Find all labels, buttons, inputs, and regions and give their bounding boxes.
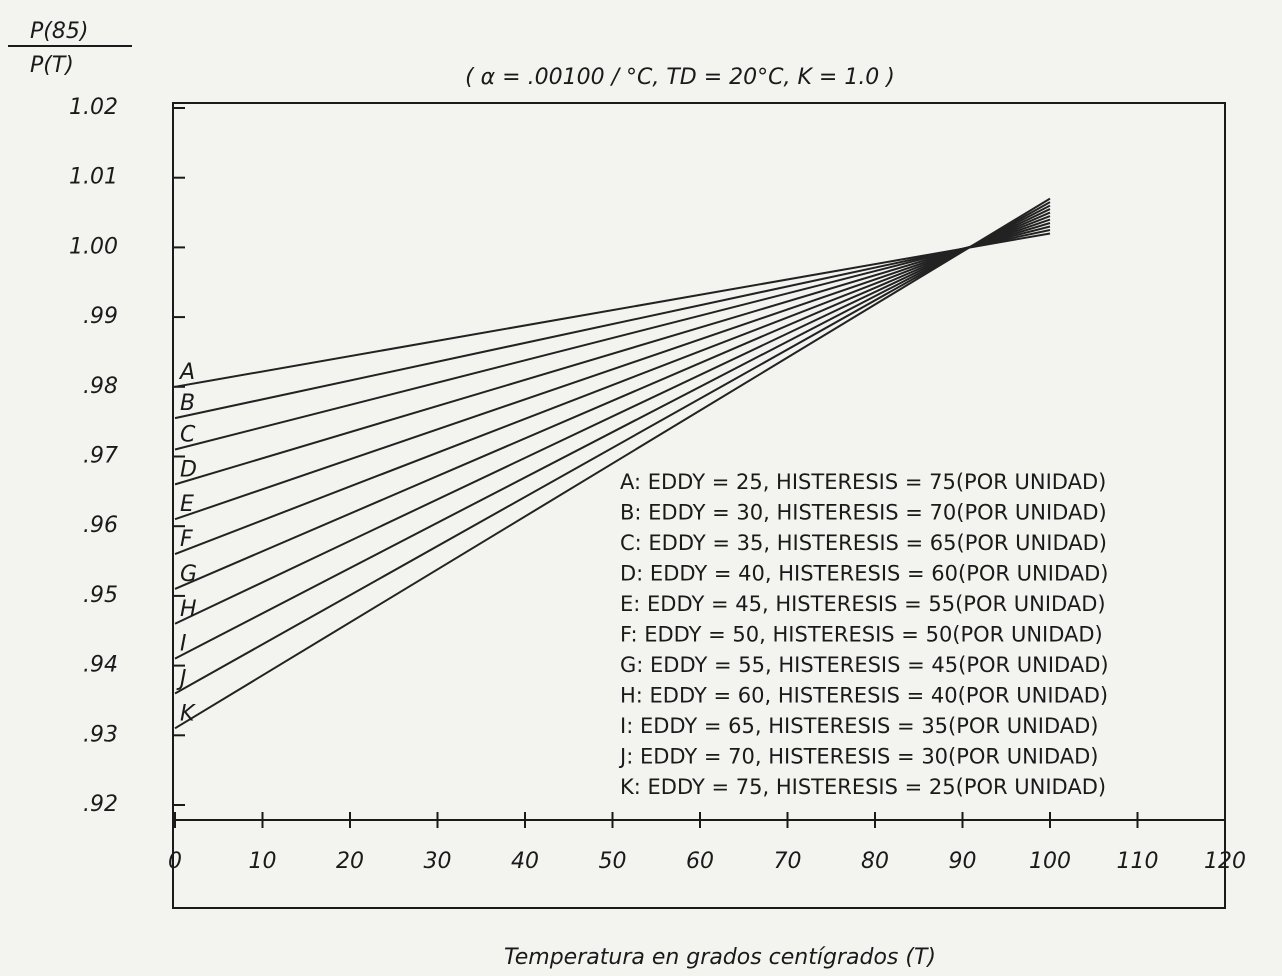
legend-note: C: EDDY = 35, HISTERESIS = 65(POR UNIDAD… — [620, 531, 1107, 555]
series-label: K — [180, 701, 196, 726]
series-label: H — [180, 597, 197, 622]
y-label-top: P(85) — [30, 19, 88, 44]
y-tick-label: 1.01 — [69, 165, 118, 190]
x-tick-label: 100 — [1029, 849, 1071, 874]
y-tick-label: .95 — [83, 583, 118, 608]
y-tick-label: 1.02 — [69, 95, 118, 120]
y-tick-label: .98 — [83, 374, 118, 399]
series-line — [174, 232, 1051, 388]
x-tick-label: 90 — [949, 849, 977, 874]
series-label: A — [178, 360, 195, 385]
series-label: G — [180, 562, 197, 587]
y-tick-label: .92 — [83, 792, 118, 817]
x-tick-label: 20 — [336, 849, 364, 874]
x-tick-label: 60 — [686, 849, 714, 874]
x-tick-label: 70 — [774, 849, 802, 874]
y-tick-label: .97 — [83, 444, 118, 469]
series-line — [174, 215, 1051, 556]
series-label: B — [180, 391, 195, 416]
y-tick-label: .94 — [83, 653, 118, 678]
x-tick-label: 10 — [249, 849, 277, 874]
legend-note: A: EDDY = 25, HISTERESIS = 75(POR UNIDAD… — [620, 470, 1106, 494]
chart-title: ( α = .00100 / °C, TD = 20°C, K = 1.0 ) — [465, 65, 895, 90]
series-label: C — [180, 423, 196, 448]
legend-note: D: EDDY = 40, HISTERESIS = 60(POR UNIDAD… — [620, 562, 1108, 586]
series-label: D — [180, 457, 197, 482]
series-line — [174, 197, 1051, 730]
legend-note: H: EDDY = 60, HISTERESIS = 40(POR UNIDAD… — [620, 684, 1108, 708]
x-tick-label: 0 — [168, 849, 182, 874]
series-label: J — [176, 666, 187, 691]
x-tick-label: 40 — [511, 849, 539, 874]
series-label: E — [180, 492, 194, 517]
legend-note: I: EDDY = 65, HISTERESIS = 35(POR UNIDAD… — [620, 714, 1099, 738]
series-line — [174, 225, 1051, 451]
x-tick-label: 50 — [599, 849, 627, 874]
series-line — [174, 204, 1051, 660]
y-tick-label: .99 — [83, 304, 118, 329]
y-tick-label: .96 — [83, 513, 118, 538]
legend-note: F: EDDY = 50, HISTERESIS = 50(POR UNIDAD… — [620, 623, 1103, 647]
legend-note: K: EDDY = 75, HISTERESIS = 25(POR UNIDAD… — [620, 775, 1106, 799]
series-label: F — [180, 527, 193, 552]
series-line — [174, 228, 1051, 420]
legend-note: J: EDDY = 70, HISTERESIS = 30(POR UNIDAD… — [618, 745, 1099, 769]
plot-frame — [172, 102, 1226, 909]
series-label: I — [180, 632, 187, 657]
series-line — [174, 208, 1051, 625]
y-tick-label: 1.00 — [69, 234, 118, 259]
x-tick-label: 110 — [1117, 849, 1159, 874]
legend-note: B: EDDY = 30, HISTERESIS = 70(POR UNIDAD… — [620, 501, 1107, 525]
x-tick-label: 30 — [424, 849, 452, 874]
legend-note: G: EDDY = 55, HISTERESIS = 45(POR UNIDAD… — [620, 653, 1109, 677]
x-tick-label: 120 — [1204, 849, 1246, 874]
series-line — [174, 222, 1051, 486]
legend-note: E: EDDY = 45, HISTERESIS = 55(POR UNIDAD… — [620, 592, 1106, 616]
y-tick-label: .93 — [83, 722, 118, 747]
x-axis-label: Temperatura en grados centígrados (T) — [504, 945, 936, 970]
x-tick-label: 80 — [861, 849, 889, 874]
series-line — [174, 211, 1051, 590]
series-line — [174, 201, 1051, 695]
y-label-bottom: P(T) — [30, 53, 74, 78]
series-line — [174, 218, 1051, 521]
